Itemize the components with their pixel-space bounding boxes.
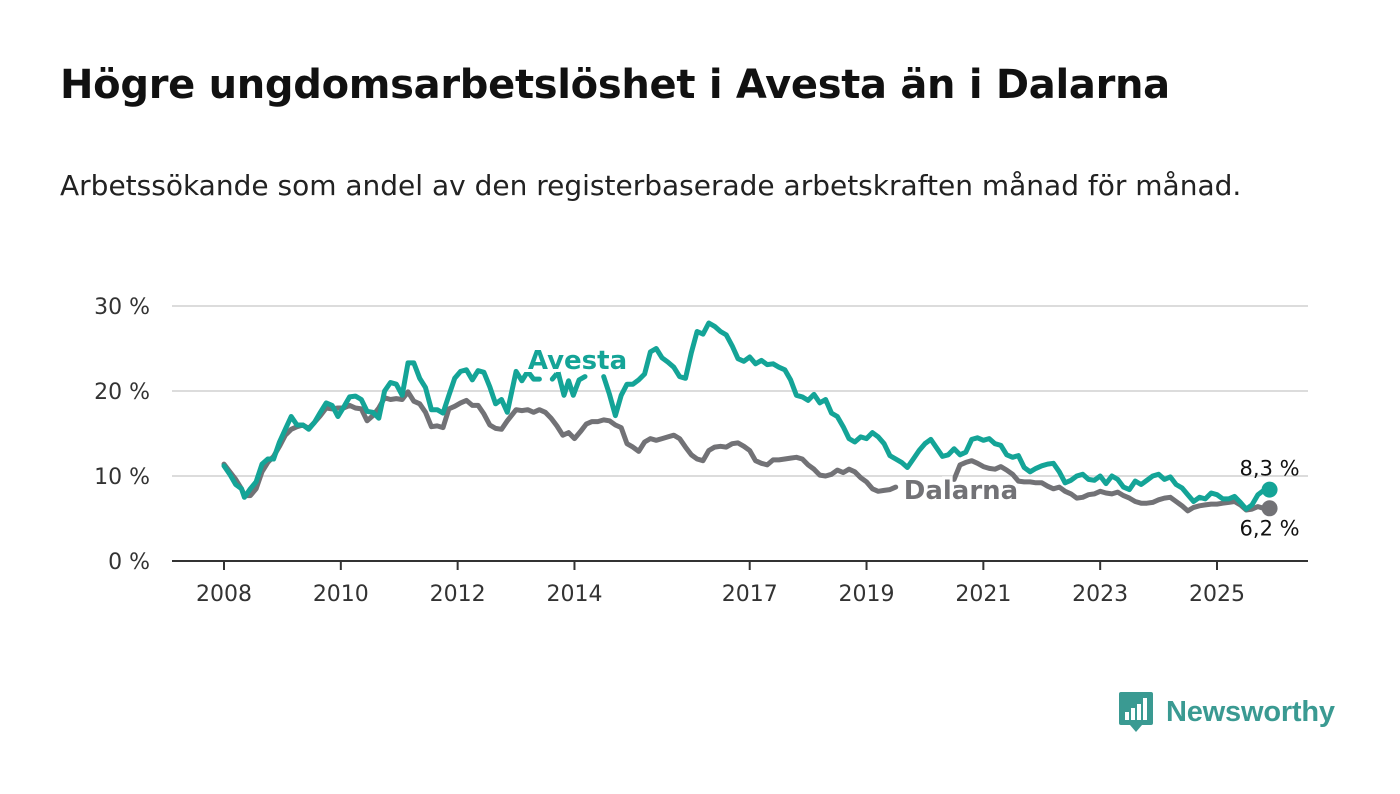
x-tick-label: 2021 (955, 582, 1011, 607)
avesta-series-label: Avesta (528, 346, 627, 376)
x-tick-label: 2012 (430, 582, 486, 607)
y-tick-label: 30 % (94, 295, 150, 320)
dalarna-series-label: Dalarna (904, 476, 1018, 506)
newsworthy-bar-chart-icon (1119, 692, 1153, 732)
chart-title: Högre ungdomsarbetslöshet i Avesta än i … (60, 62, 1170, 108)
dalarna-end-marker (1261, 500, 1278, 517)
avesta-end-marker (1261, 481, 1278, 498)
x-tick-label: 2017 (722, 582, 778, 607)
chart-subtitle: Arbetssökande som andel av den registerb… (60, 169, 1242, 202)
x-tick-label: 2010 (313, 582, 369, 607)
x-tick-label: 2014 (546, 582, 602, 607)
y-tick-label: 10 % (94, 465, 150, 490)
x-tick-label: 2025 (1189, 582, 1245, 607)
avesta-end-value-label: 8,3 % (1240, 457, 1300, 481)
avesta-series-line (601, 320, 1273, 512)
x-tick-label: 2023 (1072, 582, 1128, 607)
newsworthy-logo[interactable]: Newsworthy (1118, 690, 1335, 734)
x-tick-label: 2019 (839, 582, 895, 607)
dalarna-end-value-label: 6,2 % (1240, 516, 1300, 540)
avesta-series-line (549, 369, 588, 398)
x-tick-label: 2008 (196, 582, 252, 607)
y-tick-label: 0 % (108, 550, 150, 575)
y-tick-label: 20 % (94, 380, 150, 405)
brand-name: Newsworthy (1166, 695, 1335, 728)
dalarna-series-line (951, 458, 1273, 514)
avesta-series-line (221, 360, 542, 500)
